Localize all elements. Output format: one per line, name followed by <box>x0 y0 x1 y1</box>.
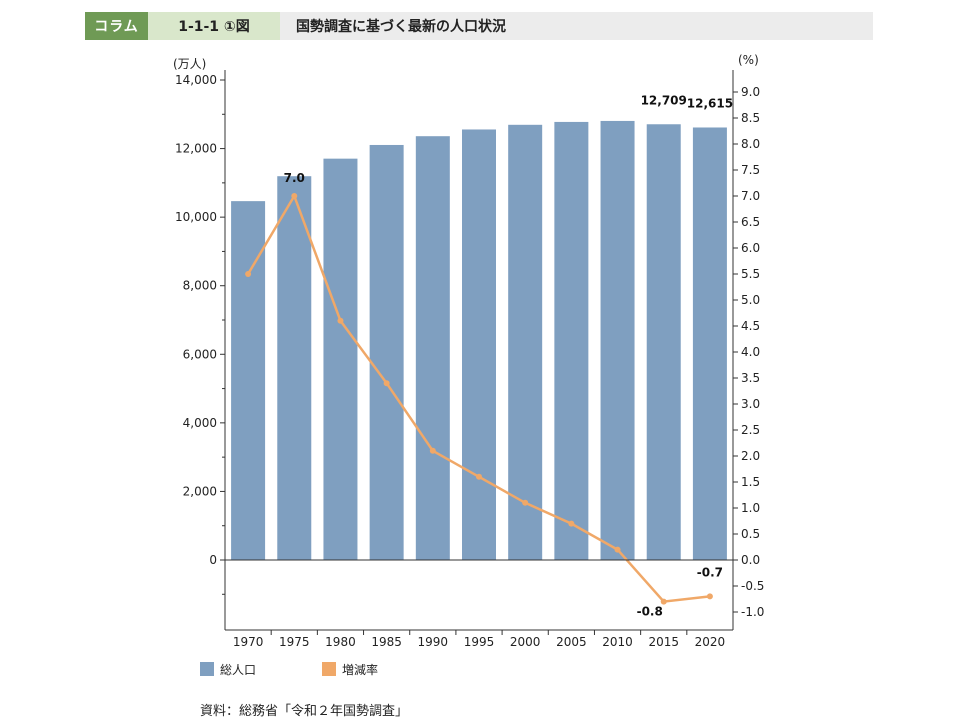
line-point <box>245 271 252 277</box>
bar <box>323 158 358 560</box>
right-tick-label: 2.5 <box>741 423 760 437</box>
right-tick-label: 1.5 <box>741 475 760 489</box>
legend-swatch <box>200 662 214 676</box>
right-tick-label: 4.5 <box>741 319 760 333</box>
line-point <box>522 499 529 506</box>
legend-label: 増減率 <box>342 662 378 677</box>
data-label: -0.8 <box>637 605 663 619</box>
right-tick-label: 7.0 <box>741 189 760 203</box>
source-note: 資料：総務省「令和２年国勢調査」 <box>200 704 409 719</box>
bar <box>415 136 450 561</box>
right-axis-unit: (%) <box>738 53 759 67</box>
x-tick-label: 1990 <box>418 635 449 649</box>
legend-swatch <box>322 662 336 676</box>
right-tick-label: 0.5 <box>741 527 760 541</box>
figure-number: 1-1-1 ①図 <box>148 12 280 40</box>
bar <box>369 144 404 560</box>
left-tick-label: 12,000 <box>175 142 217 156</box>
bar <box>692 127 727 560</box>
x-tick-label: 1980 <box>325 635 356 649</box>
column-tag: コラム <box>85 12 148 40</box>
right-tick-label: 9.0 <box>741 85 760 99</box>
left-tick-label: 14,000 <box>175 73 217 87</box>
right-tick-label: -0.5 <box>741 579 764 593</box>
line-point <box>476 473 482 480</box>
left-tick-label: 2,000 <box>183 484 217 498</box>
line-point <box>291 193 298 199</box>
bar <box>554 121 589 560</box>
line-point <box>660 598 667 605</box>
left-tick-label: 8,000 <box>183 279 217 293</box>
right-tick-label: 4.0 <box>741 345 760 359</box>
right-tick-label: 5.5 <box>741 267 760 281</box>
left-tick-label: 4,000 <box>183 416 217 430</box>
line-point <box>337 317 344 324</box>
right-tick-label: -1.0 <box>741 605 764 619</box>
line-point <box>429 447 436 454</box>
right-tick-label: 2.0 <box>741 449 760 463</box>
x-tick-label: 2020 <box>695 635 726 649</box>
right-tick-label: 0.0 <box>741 553 760 567</box>
data-label: -0.7 <box>697 565 723 579</box>
x-tick-label: 1970 <box>233 635 264 649</box>
right-tick-label: 1.0 <box>741 501 760 515</box>
right-tick-label: 5.0 <box>741 293 760 307</box>
x-tick-label: 2005 <box>556 635 587 649</box>
bar <box>277 176 312 560</box>
right-tick-label: 6.5 <box>741 215 760 229</box>
right-tick-label: 6.0 <box>741 241 760 255</box>
line-point <box>706 593 713 600</box>
left-tick-label: 0 <box>209 553 217 567</box>
data-label: 12,615 <box>687 96 733 110</box>
legend-label: 総人口 <box>220 663 256 677</box>
left-axis-unit: (万人) <box>173 57 206 71</box>
data-label: 7.0 <box>284 171 305 185</box>
right-tick-label: 3.5 <box>741 371 760 385</box>
line-point <box>614 546 621 553</box>
x-tick-label: 2015 <box>648 635 679 649</box>
bar <box>231 201 266 561</box>
data-label: 12,709 <box>641 93 687 107</box>
x-tick-label: 1975 <box>279 635 310 649</box>
left-tick-label: 6,000 <box>183 347 217 361</box>
right-tick-label: 8.0 <box>741 137 760 151</box>
bar <box>508 124 543 560</box>
right-tick-label: 8.5 <box>741 111 760 125</box>
bar <box>646 124 681 561</box>
right-tick-label: 7.5 <box>741 163 760 177</box>
line-point <box>568 520 575 527</box>
line-point <box>383 380 390 387</box>
x-tick-label: 2010 <box>602 635 633 649</box>
x-tick-label: 1995 <box>464 635 495 649</box>
bar <box>462 129 496 560</box>
figure-header: コラム 1-1-1 ①図 国勢調査に基づく最新の人口状況 <box>85 12 873 40</box>
left-tick-label: 10,000 <box>175 210 217 224</box>
bar <box>600 120 635 561</box>
x-tick-label: 1985 <box>371 635 402 649</box>
right-tick-label: 3.0 <box>741 397 760 411</box>
figure-title: 国勢調査に基づく最新の人口状況 <box>296 19 506 35</box>
x-tick-label: 2000 <box>510 635 541 649</box>
